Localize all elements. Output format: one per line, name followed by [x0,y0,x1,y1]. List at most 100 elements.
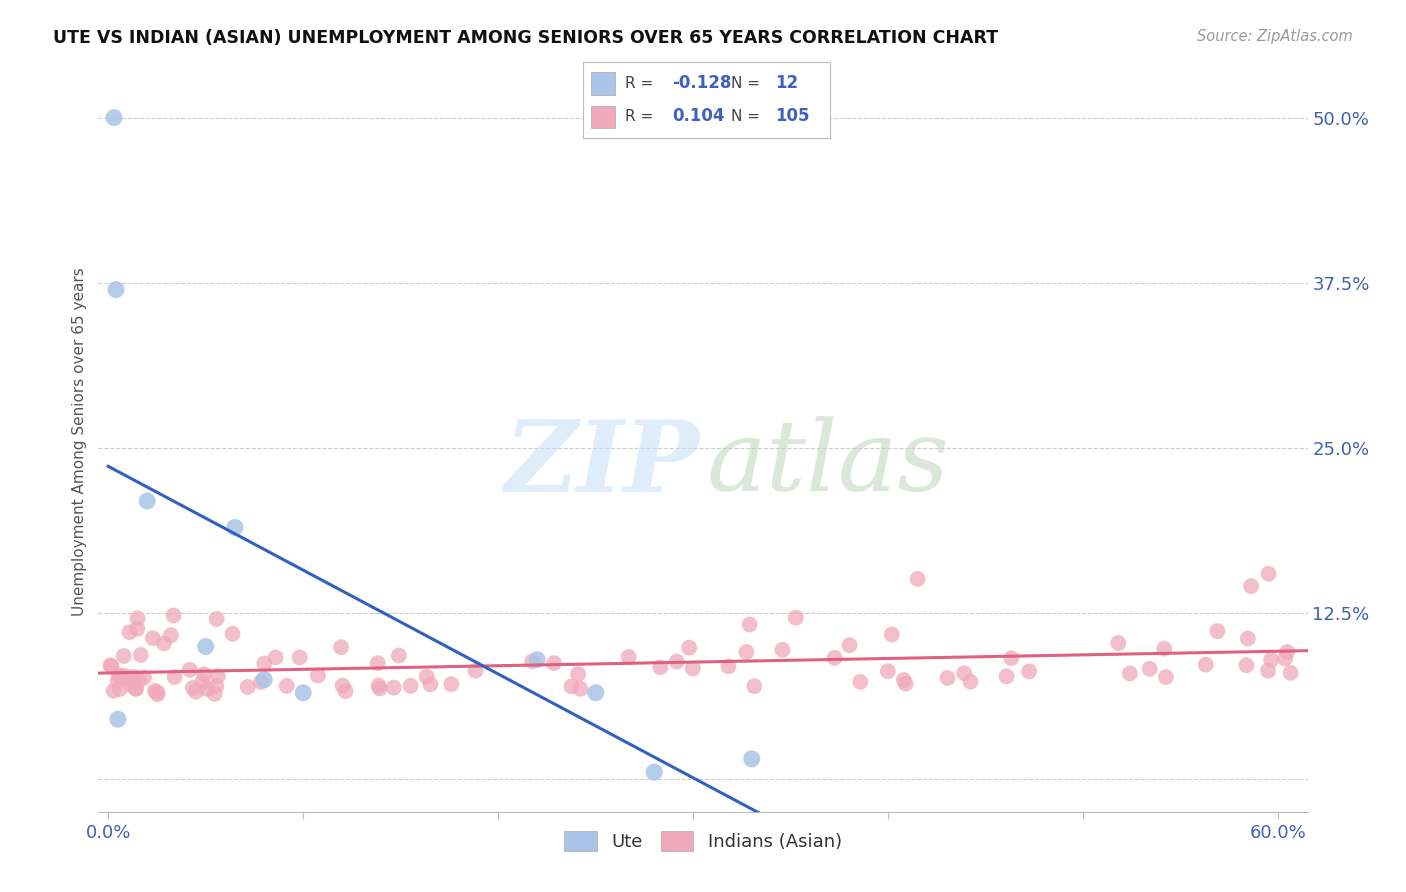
Point [1107,636,1129,650]
Point [181,681,204,695]
Point [526,653,548,667]
Point [288,650,311,665]
Text: R =: R = [626,76,654,91]
Point [415,670,437,684]
Text: -0.128: -0.128 [672,74,731,92]
Point [205,679,228,693]
Point [894,676,917,690]
Point [440,677,463,691]
Point [143,684,166,698]
Point [738,617,761,632]
Point [136,494,159,508]
Point [717,659,740,673]
Point [936,671,959,685]
Point [368,681,391,696]
Point [103,683,125,698]
Legend: Ute, Indians (Asian): Ute, Indians (Asian) [557,824,849,858]
Point [142,631,165,645]
Point [107,673,129,688]
Point [560,680,582,694]
Point [125,681,148,696]
Point [179,663,201,677]
Point [253,657,276,671]
Point [195,681,218,696]
Point [880,627,903,641]
Text: UTE VS INDIAN (ASIAN) UNEMPLOYMENT AMONG SENIORS OVER 65 YEARS CORRELATION CHART: UTE VS INDIAN (ASIAN) UNEMPLOYMENT AMONG… [53,29,998,46]
Point [330,640,353,654]
Point [221,627,243,641]
FancyBboxPatch shape [591,72,616,95]
Point [1260,653,1282,667]
Point [224,520,246,534]
Point [250,675,273,690]
Point [122,670,145,684]
Point [735,645,758,659]
Point [388,648,411,663]
Point [207,669,229,683]
Point [543,656,565,670]
Point [1236,658,1258,673]
Point [567,667,589,681]
Point [995,669,1018,683]
Point [785,611,807,625]
Point [1154,670,1177,684]
Point [193,667,215,681]
Point [100,659,122,673]
Point [153,636,176,650]
Point [678,640,700,655]
Point [1119,666,1142,681]
Text: 105: 105 [776,107,810,125]
Point [127,611,149,625]
Point [205,612,228,626]
Point [399,679,422,693]
Point [129,648,152,662]
Point [128,673,150,688]
Point [1206,624,1229,639]
Point [382,681,405,695]
Point [276,679,298,693]
Point [184,684,207,698]
Point [1279,665,1302,680]
Point [125,681,148,696]
Point [253,673,276,687]
Point [108,681,131,696]
Point [367,679,389,693]
Point [1018,665,1040,679]
Text: 0.104: 0.104 [672,107,724,125]
Text: Source: ZipAtlas.com: Source: ZipAtlas.com [1197,29,1353,44]
Point [191,675,214,690]
Point [146,685,169,699]
Point [120,678,142,692]
Point [103,111,125,125]
Text: R =: R = [626,109,654,124]
Point [824,650,846,665]
Point [585,686,607,700]
Point [108,668,131,682]
Point [367,656,389,670]
Point [1240,579,1263,593]
Point [1257,566,1279,581]
Point [146,687,169,701]
Point [907,572,929,586]
FancyBboxPatch shape [591,105,616,128]
Point [162,608,184,623]
Point [1000,651,1022,665]
Point [522,654,544,668]
Point [953,666,976,681]
Point [741,752,763,766]
Point [617,650,640,665]
Point [100,658,122,673]
Point [643,765,665,780]
Text: N =: N = [731,76,761,91]
Point [204,687,226,701]
Point [849,674,872,689]
Point [1277,645,1299,659]
Point [650,660,672,674]
Point [569,681,592,696]
Point [682,661,704,675]
Point [163,670,186,684]
Point [194,640,217,654]
Point [419,677,441,691]
Point [104,283,127,297]
Point [1274,651,1296,665]
